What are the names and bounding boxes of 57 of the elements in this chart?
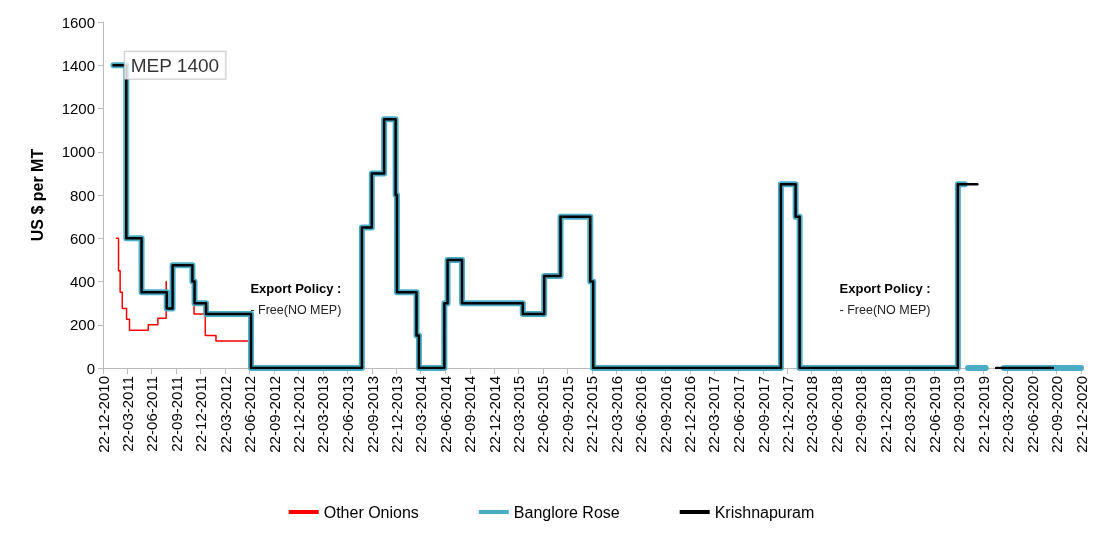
y-axis-title: US $ per MT	[28, 148, 46, 242]
x-tick-label: 22-09-2017	[754, 376, 772, 453]
x-tick-label: 22-12-2011	[192, 376, 210, 452]
x-tick-label: 22-03-2015	[509, 376, 527, 453]
y-tick-label: 600	[69, 229, 95, 247]
x-tick-label: 22-09-2019	[950, 376, 968, 453]
y-tick-label: 0	[86, 359, 95, 377]
x-tick-label: 22-03-2011	[118, 376, 136, 452]
y-tick-label: 200	[69, 316, 95, 334]
legend-label: Other Onions	[323, 503, 419, 521]
x-tick-label: 22-06-2020	[1023, 376, 1041, 453]
x-tick-label: 22-03-2020	[998, 376, 1016, 453]
y-tick-label: 1000	[61, 143, 95, 161]
x-tick-label: 22-12-2016	[681, 376, 699, 453]
x-tick-label: 22-03-2017	[705, 376, 723, 453]
annotation: Export Policy : - Free(NO MEP)	[250, 281, 342, 317]
x-tick-label: 22-12-2017	[779, 376, 797, 453]
y-tick-label: 1200	[61, 100, 95, 117]
legend-label: Banglore Rose	[513, 503, 620, 521]
legend-label: Krishnapuram	[714, 503, 815, 521]
x-tick-label: 22-06-2013	[338, 376, 356, 453]
x-tick-label: 22-09-2015	[559, 376, 576, 453]
annotation: Export Policy : - Free(NO MEP)	[839, 281, 931, 317]
annotation: MEP 1400	[130, 54, 220, 76]
x-tick-label: 22-06-2011	[143, 376, 161, 452]
x-tick-label: 22-09-2012	[265, 376, 283, 453]
y-tick-label: 800	[69, 186, 95, 204]
x-tick-label: 22-09-2016	[656, 376, 674, 453]
x-tick-label: 22-12-2020	[1072, 376, 1090, 453]
x-tick-label: 22-06-2015	[534, 376, 552, 453]
x-tick-label: 22-09-2020	[1048, 376, 1066, 453]
x-tick-label: 22-03-2012	[216, 376, 234, 453]
x-tick-label: 22-09-2014	[461, 376, 479, 453]
x-tick-label: 22-12-2014	[485, 376, 503, 453]
x-tick-label: 22-09-2011	[167, 376, 185, 452]
y-tick-label: 1400	[61, 56, 95, 74]
x-tick-label: 22-12-2013	[387, 376, 405, 453]
x-tick-label: 22-12-2018	[876, 376, 894, 453]
x-tick-label: 22-06-2016	[632, 376, 650, 453]
x-tick-label: 22-03-2014	[412, 376, 430, 453]
x-tick-label: 22-03-2018	[803, 376, 821, 453]
x-tick-label: 22-12-2010	[94, 376, 112, 453]
x-tick-label: 22-09-2018	[852, 376, 870, 453]
x-tick-label: 22-09-2013	[363, 376, 381, 453]
x-tick-label: 22-03-2013	[314, 376, 332, 453]
x-tick-label: 22-03-2016	[607, 376, 625, 453]
x-tick-label: 22-12-2015	[583, 376, 601, 453]
x-tick-label: 22-12-2019	[974, 376, 992, 453]
x-tick-label: 22-06-2014	[436, 376, 454, 453]
x-tick-label: 22-06-2012	[241, 376, 259, 453]
x-tick-label: 22-03-2019	[900, 376, 918, 453]
x-tick-label: 22-06-2019	[925, 376, 943, 453]
x-tick-label: 22-06-2018	[827, 376, 845, 453]
y-tick-label: 1600	[61, 13, 95, 31]
x-tick-label: 22-12-2012	[290, 376, 308, 453]
x-tick-label: 22-06-2017	[730, 376, 748, 453]
y-tick-label: 400	[69, 273, 95, 290]
